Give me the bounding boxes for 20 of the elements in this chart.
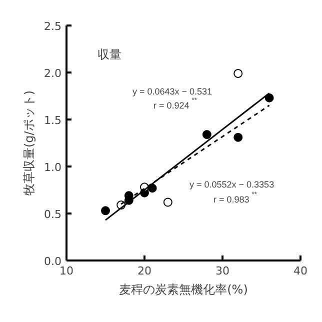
y-tick-label: 2.5	[44, 20, 62, 33]
y-tick-label: 0.5	[44, 208, 62, 221]
y-axis-title: 牧草収量(g/ポット)	[22, 90, 36, 196]
x-tick-label: 10	[60, 264, 74, 278]
y-tick-label: 1.0	[44, 161, 62, 174]
annotation: 収量	[98, 48, 122, 62]
y-tick-label: 0.0	[44, 255, 62, 268]
point	[163, 198, 172, 207]
point	[234, 132, 243, 142]
x-tick-label: 30	[216, 264, 230, 278]
y-tick-label: 1.5	[44, 114, 62, 127]
annotation: y = 0.0643x − 0.531	[132, 86, 212, 96]
annotation: y = 0.0552x − 0.3353	[190, 180, 274, 190]
point	[234, 68, 243, 78]
point	[101, 206, 110, 216]
y-tick-label: 2.0	[44, 67, 62, 80]
x-axis-title: 麦稈の炭素無機化率(%)	[119, 282, 248, 296]
x-tick-label: 40	[294, 264, 308, 278]
x-tick-label: 20	[138, 264, 152, 278]
point	[202, 130, 212, 140]
